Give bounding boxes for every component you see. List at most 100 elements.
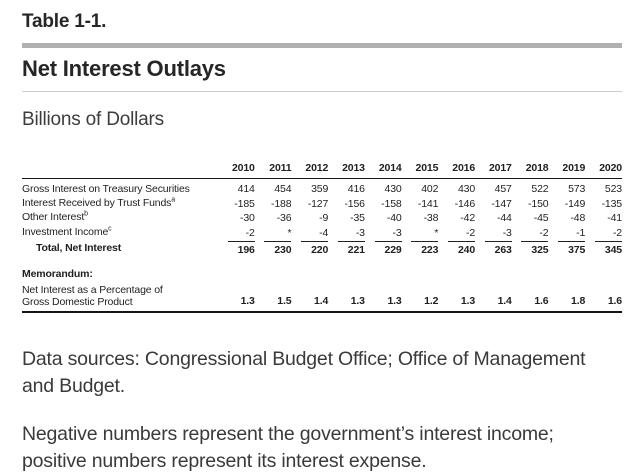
data-sources-note: Data sources: Congressional Budget Offic… bbox=[22, 347, 586, 397]
year-header-cell: 2012 bbox=[291, 162, 328, 179]
value-cell: -127 bbox=[307, 197, 329, 210]
total-value: 196 bbox=[227, 241, 255, 257]
footnote-marker: b bbox=[84, 210, 88, 218]
total-value-cell: 230 bbox=[255, 240, 292, 257]
value-cell: -35 bbox=[350, 212, 365, 224]
total-value-cell: 263 bbox=[475, 240, 512, 257]
value-cell: -135 bbox=[601, 197, 623, 210]
value-cell: -2 bbox=[539, 226, 549, 239]
row-label: Other Interestb bbox=[22, 210, 88, 224]
value-cell: -150 bbox=[528, 197, 549, 210]
value-cell: -188 bbox=[271, 197, 292, 210]
memo-value-cell: 1.6 bbox=[585, 283, 622, 313]
total-row-label: Total, Net Interest bbox=[36, 241, 122, 254]
memo-label-line: Gross Domestic Product bbox=[22, 295, 133, 308]
value-cell: -147 bbox=[491, 197, 512, 210]
total-value: 220 bbox=[301, 241, 328, 257]
units-subtitle: Billions of Dollars bbox=[22, 109, 164, 130]
total-value: 223 bbox=[411, 241, 438, 257]
value-cell: 414 bbox=[237, 183, 255, 195]
memo-value-cell: 1.5 bbox=[254, 283, 292, 313]
value-cell: 430 bbox=[457, 183, 476, 195]
value-cell: -158 bbox=[381, 197, 402, 210]
total-value: 375 bbox=[558, 241, 585, 257]
value-cell: -3 bbox=[392, 226, 402, 239]
memo-value-cell: 1.2 bbox=[401, 283, 438, 313]
total-value: 230 bbox=[264, 241, 292, 257]
memo-row-label: Net Interest as a Percentage of Gross Dom… bbox=[22, 283, 218, 313]
title-top-bar bbox=[22, 43, 622, 48]
memorandum-data-row: Net Interest as a Percentage of Gross Dom… bbox=[22, 283, 622, 313]
memo-value-cell: 1.3 bbox=[438, 283, 475, 313]
total-value-cell: 196 bbox=[218, 240, 255, 257]
value-cell: -30 bbox=[239, 212, 255, 224]
total-value-cell: 223 bbox=[402, 240, 438, 257]
value-cell: -1 bbox=[576, 226, 586, 239]
value-cell: -42 bbox=[460, 212, 476, 224]
value-cell: 522 bbox=[531, 183, 549, 195]
year-header-cell: 2016 bbox=[438, 162, 475, 179]
memo-value-cell: 1.8 bbox=[548, 283, 585, 313]
memo-value-cell: 1.3 bbox=[328, 283, 365, 313]
memo-value-cell: 1.6 bbox=[511, 283, 549, 313]
memo-value-cell: 1.4 bbox=[475, 283, 512, 313]
value-cell: 416 bbox=[347, 183, 365, 195]
value-cell: * bbox=[287, 226, 292, 239]
spacer-cell bbox=[22, 257, 622, 268]
year-header-cell: 2017 bbox=[475, 162, 512, 179]
total-value-cell: 375 bbox=[548, 240, 585, 257]
total-value: 325 bbox=[521, 241, 549, 257]
value-cell: 430 bbox=[384, 183, 402, 195]
footnote-marker: c bbox=[108, 225, 112, 233]
sign-convention-note: Negative numbers represent the governmen… bbox=[22, 423, 554, 473]
year-header-cell: 2011 bbox=[254, 162, 292, 179]
table-row: Gross Interest on Treasury Securities 414… bbox=[22, 179, 622, 197]
value-cell: -48 bbox=[570, 212, 586, 224]
total-value-cell: 220 bbox=[291, 240, 328, 257]
year-header-cell: 2014 bbox=[364, 162, 402, 179]
year-header-cell: 2020 bbox=[585, 162, 622, 179]
year-header-cell: 2018 bbox=[511, 162, 549, 179]
total-value-cell: 221 bbox=[328, 240, 365, 257]
memorandum-label: Memorandum: bbox=[22, 267, 93, 280]
year-header-cell: 2013 bbox=[328, 162, 365, 179]
memo-value-cell: 1.3 bbox=[364, 283, 402, 313]
value-cell: -36 bbox=[276, 212, 292, 224]
value-cell: 359 bbox=[311, 183, 329, 195]
table-notes: Data sources: Congressional Budget Offic… bbox=[22, 346, 622, 476]
value-cell: 573 bbox=[568, 183, 586, 195]
value-cell: -2 bbox=[465, 226, 476, 239]
year-header-cell: 2019 bbox=[548, 162, 585, 179]
total-value: 229 bbox=[374, 241, 402, 257]
total-value: 263 bbox=[484, 241, 512, 257]
total-value: 345 bbox=[595, 241, 622, 257]
row-label: Interest Received by Trust Fundsa bbox=[22, 196, 176, 209]
value-cell: -156 bbox=[344, 197, 365, 210]
value-cell: -2 bbox=[245, 226, 255, 239]
value-cell: -2 bbox=[612, 226, 622, 239]
table-row: Interest Received by Trust Fundsa -185 -18… bbox=[22, 196, 622, 211]
page-title: Net Interest Outlays bbox=[22, 56, 226, 81]
year-header-row: 2010 2011 2012 2013 2014 2015 2016 2017 2018 2019… bbox=[22, 162, 622, 179]
total-value-cell: 345 bbox=[585, 240, 622, 257]
total-value: 221 bbox=[337, 241, 365, 257]
total-value-cell: 240 bbox=[438, 240, 475, 257]
table-row: Other Interestb -30 -36 -9 -35 -40 -38 -42 -44 -4… bbox=[22, 211, 622, 226]
value-cell: 457 bbox=[494, 183, 512, 195]
value-cell: -141 bbox=[417, 197, 439, 210]
net-interest-table: 2010 2011 2012 2013 2014 2015 2016 2017 2018 2019… bbox=[22, 162, 622, 313]
value-cell: -44 bbox=[497, 212, 512, 224]
memorandum-heading-row: Memorandum: bbox=[22, 268, 622, 284]
total-value-cell: 229 bbox=[365, 240, 402, 257]
total-row: Total, Net Interest 196 230 220 221 229 223 240… bbox=[22, 240, 622, 257]
total-value-cell: 325 bbox=[512, 240, 549, 257]
total-value: 240 bbox=[448, 241, 475, 257]
value-cell: 454 bbox=[274, 183, 292, 195]
year-header-cell: 2010 bbox=[218, 162, 255, 179]
value-cell: -41 bbox=[607, 212, 622, 224]
value-cell: * bbox=[434, 226, 439, 239]
value-cell: -40 bbox=[386, 212, 402, 224]
memo-value-cell: 1.4 bbox=[291, 283, 328, 313]
value-cell: -45 bbox=[533, 212, 549, 224]
